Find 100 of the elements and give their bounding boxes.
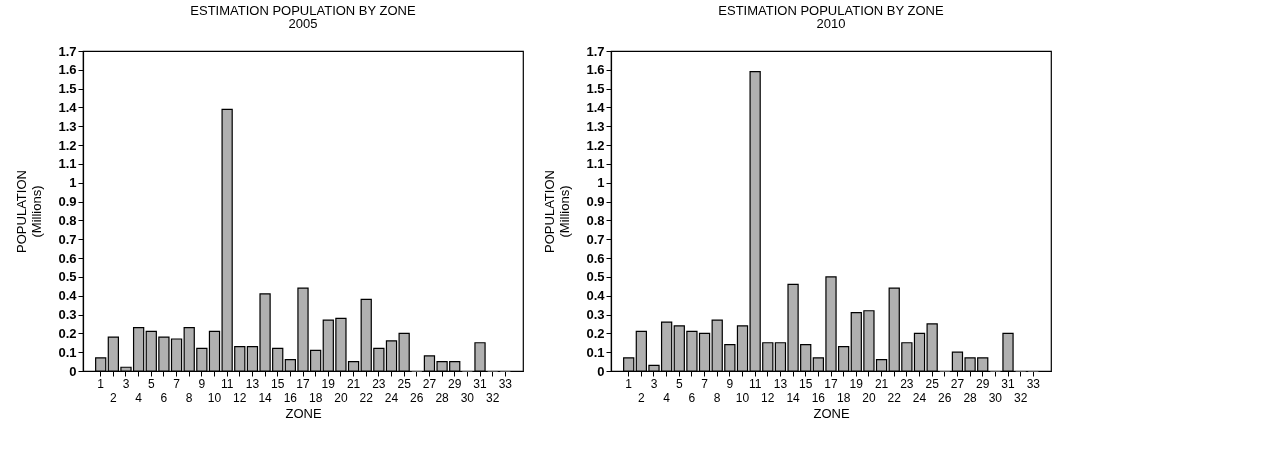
x-tick-label: 11 [748, 376, 762, 391]
x-tick-label: 17 [824, 376, 838, 391]
x-tick-label: 8 [713, 390, 721, 405]
x-tick-label: 22 [887, 390, 902, 405]
x-tick-label: 22 [359, 390, 374, 405]
x-axis-title: ZONE [285, 405, 322, 421]
x-tick-label: 17 [296, 376, 310, 391]
x-tick-label: 10 [207, 390, 222, 405]
x-tick-label: 8 [185, 390, 193, 405]
y-tick-label: 1.3 [586, 118, 605, 134]
y-tick-label: 0.8 [586, 212, 605, 228]
x-tick-label: 20 [862, 390, 876, 405]
x-tick-label: 3 [122, 376, 130, 391]
x-tick-label: 28 [435, 390, 450, 405]
y-tick-label: 0.6 [58, 250, 77, 266]
x-tick-label: 32 [1013, 390, 1028, 405]
y-tick-label: 1.1 [58, 156, 77, 172]
x-tick-label: 6 [688, 390, 696, 405]
x-tick-label: 14 [258, 390, 273, 405]
y-tick-label: 1.2 [58, 137, 77, 153]
y-tick-label: 1.2 [586, 137, 605, 153]
y-tick-label: 1.7 [58, 43, 77, 59]
x-tick-label: 16 [283, 390, 298, 405]
x-tick-label: 3 [650, 376, 658, 391]
x-tick-label: 19 [849, 376, 864, 391]
x-tick-label: 9 [726, 376, 734, 391]
x-tick-label: 9 [198, 376, 206, 391]
x-tick-label: 33 [498, 376, 513, 391]
x-tick-label: 12 [233, 390, 247, 405]
y-tick-label: 1.5 [586, 81, 605, 97]
x-tick-label: 13 [245, 376, 260, 391]
y-tick-label: 0 [69, 363, 77, 379]
y-tick-label: 1 [69, 175, 77, 191]
y-tick-label: 0.3 [58, 307, 77, 323]
y-tick-label: 0.1 [586, 344, 605, 360]
x-tick-label: 30 [988, 390, 1003, 405]
x-tick-label: 31 [1001, 376, 1016, 391]
x-tick-label: 25 [397, 376, 412, 391]
y-axis-title: POPULATION (Millions) [14, 170, 45, 253]
x-tick-label: 5 [147, 376, 155, 391]
y-tick-label: 0.9 [586, 194, 605, 210]
x-tick-label: 11 [220, 376, 234, 391]
y-tick-label: 1.1 [586, 156, 605, 172]
x-tick-label: 7 [173, 376, 181, 391]
y-tick-label: 1.5 [58, 81, 77, 97]
x-tick-label: 4 [663, 390, 671, 405]
x-tick-label: 21 [874, 376, 889, 391]
y-tick-label: 0.1 [58, 344, 77, 360]
x-tick-label: 2 [110, 390, 117, 405]
x-tick-label: 32 [485, 390, 500, 405]
y-tick-label: 1.7 [586, 43, 605, 59]
x-axis-title: ZONE [813, 405, 850, 421]
x-tick-label: 15 [799, 376, 813, 391]
y-tick-label: 0 [597, 363, 605, 379]
x-tick-label: 12 [761, 390, 775, 405]
x-tick-label: 27 [422, 376, 437, 391]
x-tick-label: 14 [786, 390, 801, 405]
y-tick-label: 0.6 [586, 250, 605, 266]
x-tick-label: 28 [963, 390, 978, 405]
x-tick-label: 26 [938, 390, 952, 405]
chart-title: ESTIMATION POPULATION BY ZONE [190, 3, 417, 18]
x-tick-label: 18 [836, 390, 851, 405]
x-tick-label: 10 [735, 390, 750, 405]
x-tick-label: 21 [346, 376, 361, 391]
y-tick-label: 0.7 [58, 231, 77, 247]
y-tick-label: 0.7 [586, 231, 605, 247]
x-tick-label: 1 [97, 376, 105, 391]
y-tick-label: 0.8 [58, 212, 77, 228]
x-tick-label: 23 [900, 376, 914, 391]
y-tick-label: 0.3 [586, 307, 605, 323]
x-tick-label: 31 [473, 376, 488, 391]
x-tick-label: 25 [925, 376, 940, 391]
x-tick-label: 4 [135, 390, 143, 405]
x-tick-label: 23 [372, 376, 386, 391]
y-tick-label: 0.9 [58, 194, 77, 210]
x-tick-label: 1 [625, 376, 633, 391]
y-axis-title: POPULATION (Millions) [542, 170, 573, 253]
x-tick-label: 29 [976, 376, 990, 391]
y-tick-label: 1.6 [586, 62, 605, 78]
y-tick-label: 1 [597, 175, 605, 191]
x-tick-label: 26 [410, 390, 424, 405]
x-tick-label: 13 [773, 376, 788, 391]
x-tick-label: 16 [811, 390, 826, 405]
x-tick-label: 24 [912, 390, 927, 405]
y-tick-label: 1.4 [58, 99, 78, 115]
x-tick-label: 30 [460, 390, 475, 405]
x-tick-label: 24 [384, 390, 399, 405]
chart-subtitle: 2010 [816, 16, 846, 31]
y-tick-label: 1.4 [586, 99, 606, 115]
y-tick-label: 0.5 [58, 269, 77, 285]
x-tick-label: 27 [950, 376, 965, 391]
x-tick-label: 15 [271, 376, 285, 391]
x-tick-label: 33 [1026, 376, 1041, 391]
x-tick-label: 2 [638, 390, 645, 405]
chart-title: ESTIMATION POPULATION BY ZONE [718, 3, 945, 18]
y-tick-label: 0.5 [586, 269, 605, 285]
x-tick-label: 5 [675, 376, 683, 391]
x-tick-label: 18 [308, 390, 323, 405]
y-tick-label: 0.4 [58, 288, 78, 304]
y-tick-label: 0.2 [58, 325, 77, 341]
